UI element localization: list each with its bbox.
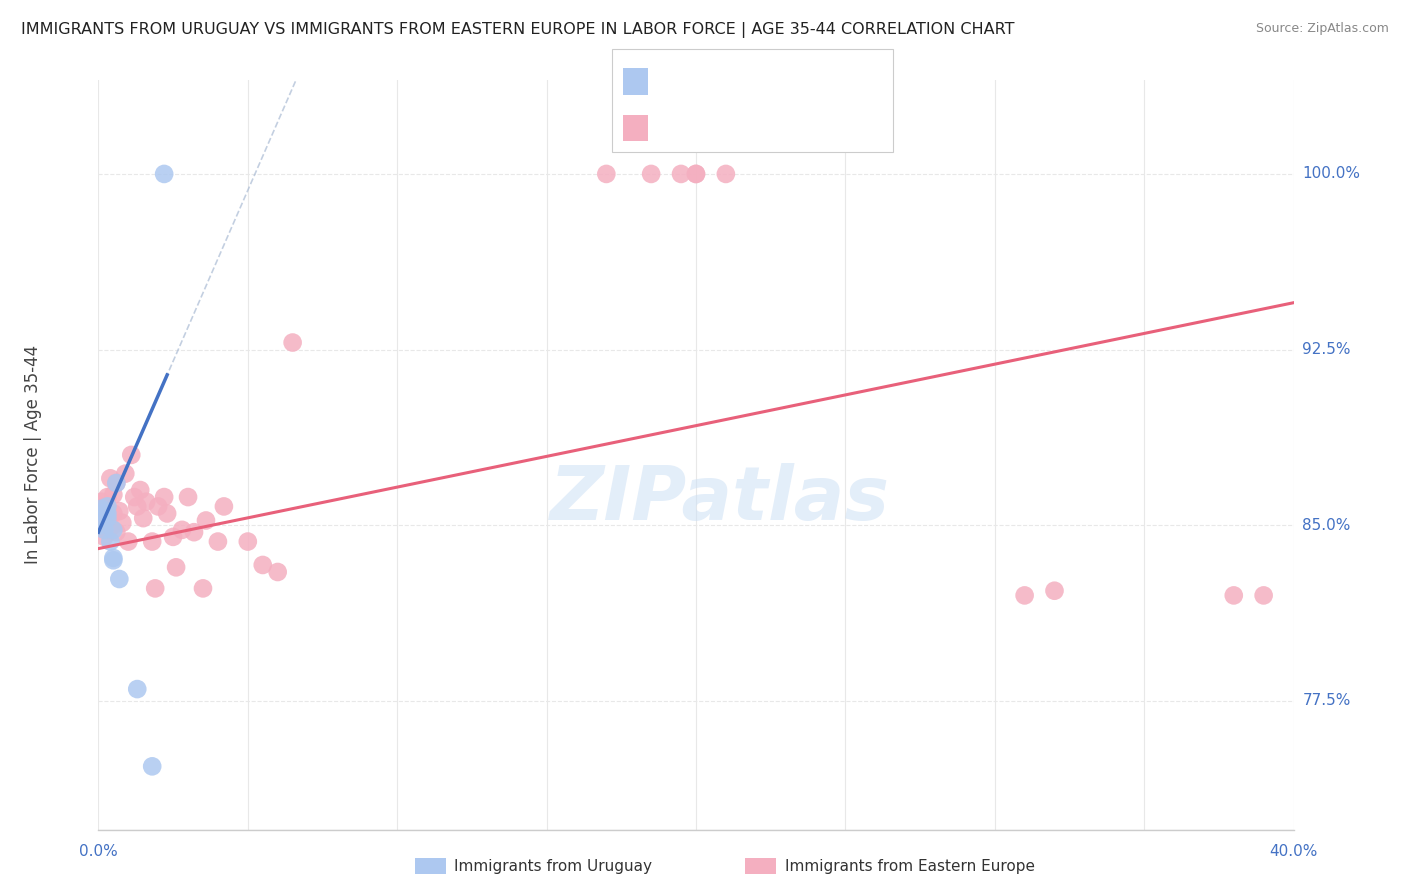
Point xyxy=(172,523,194,537)
Point xyxy=(595,167,617,181)
Point xyxy=(153,167,176,181)
Point xyxy=(111,516,134,530)
Point xyxy=(127,500,149,514)
Text: Immigrants from Uruguay: Immigrants from Uruguay xyxy=(454,859,652,873)
Text: In Labor Force | Age 35-44: In Labor Force | Age 35-44 xyxy=(24,345,42,565)
Point xyxy=(1014,588,1036,602)
Point xyxy=(1253,588,1275,602)
Point xyxy=(153,490,176,504)
Point xyxy=(236,534,259,549)
Point xyxy=(90,518,112,533)
Point xyxy=(129,483,152,497)
Point xyxy=(96,507,118,521)
Point xyxy=(1043,583,1066,598)
Point xyxy=(685,167,707,181)
Text: 85.0%: 85.0% xyxy=(1302,517,1351,533)
Point xyxy=(103,507,125,521)
Point xyxy=(252,558,274,572)
Point xyxy=(105,525,128,540)
Point xyxy=(98,471,122,485)
Point xyxy=(191,582,214,596)
Point xyxy=(98,520,122,534)
Point xyxy=(90,494,112,508)
Point xyxy=(93,530,115,544)
Point xyxy=(103,523,125,537)
Point xyxy=(165,560,187,574)
Point xyxy=(96,511,118,525)
Point xyxy=(90,501,112,516)
Point xyxy=(127,681,149,696)
Point xyxy=(177,490,200,504)
Point xyxy=(143,582,166,596)
Point xyxy=(96,490,118,504)
Point xyxy=(108,572,131,586)
Text: 0.0%: 0.0% xyxy=(79,844,118,859)
Text: 77.5%: 77.5% xyxy=(1302,693,1351,708)
Point xyxy=(162,530,184,544)
Point xyxy=(156,507,179,521)
Text: ZIPatlas: ZIPatlas xyxy=(550,463,890,536)
Text: 100.0%: 100.0% xyxy=(1302,167,1361,181)
Text: IMMIGRANTS FROM URUGUAY VS IMMIGRANTS FROM EASTERN EUROPE IN LABOR FORCE | AGE 3: IMMIGRANTS FROM URUGUAY VS IMMIGRANTS FR… xyxy=(21,22,1015,38)
Point xyxy=(267,565,290,579)
Point xyxy=(207,534,229,549)
Text: R = 0.300   N = 16: R = 0.300 N = 16 xyxy=(658,70,828,89)
Point xyxy=(141,534,163,549)
Text: Source: ZipAtlas.com: Source: ZipAtlas.com xyxy=(1256,22,1389,36)
Point xyxy=(148,500,170,514)
Point xyxy=(1223,588,1246,602)
Point xyxy=(124,490,146,504)
Point xyxy=(96,523,118,537)
Point xyxy=(90,513,112,527)
Point xyxy=(132,511,155,525)
Point xyxy=(135,494,157,508)
Point xyxy=(103,550,125,566)
Text: 92.5%: 92.5% xyxy=(1302,342,1351,357)
Point xyxy=(195,513,218,527)
Point xyxy=(93,523,115,537)
Point xyxy=(212,500,235,514)
Point xyxy=(281,335,304,350)
Point xyxy=(141,759,163,773)
Text: 40.0%: 40.0% xyxy=(1270,844,1317,859)
Point xyxy=(103,553,125,567)
Point xyxy=(93,500,115,514)
Point xyxy=(93,507,115,521)
Point xyxy=(685,167,707,181)
Point xyxy=(120,448,142,462)
Point xyxy=(105,475,128,490)
Point xyxy=(117,534,139,549)
Point xyxy=(96,500,118,514)
Point xyxy=(103,488,125,502)
Point xyxy=(98,534,122,549)
Point xyxy=(640,167,662,181)
Point xyxy=(183,525,205,540)
Text: Immigrants from Eastern Europe: Immigrants from Eastern Europe xyxy=(785,859,1035,873)
Text: R = 0.354   N = 50: R = 0.354 N = 50 xyxy=(658,115,828,133)
Point xyxy=(108,504,131,518)
Point xyxy=(714,167,737,181)
Point xyxy=(669,167,692,181)
Point xyxy=(105,475,128,490)
Point xyxy=(114,467,136,481)
